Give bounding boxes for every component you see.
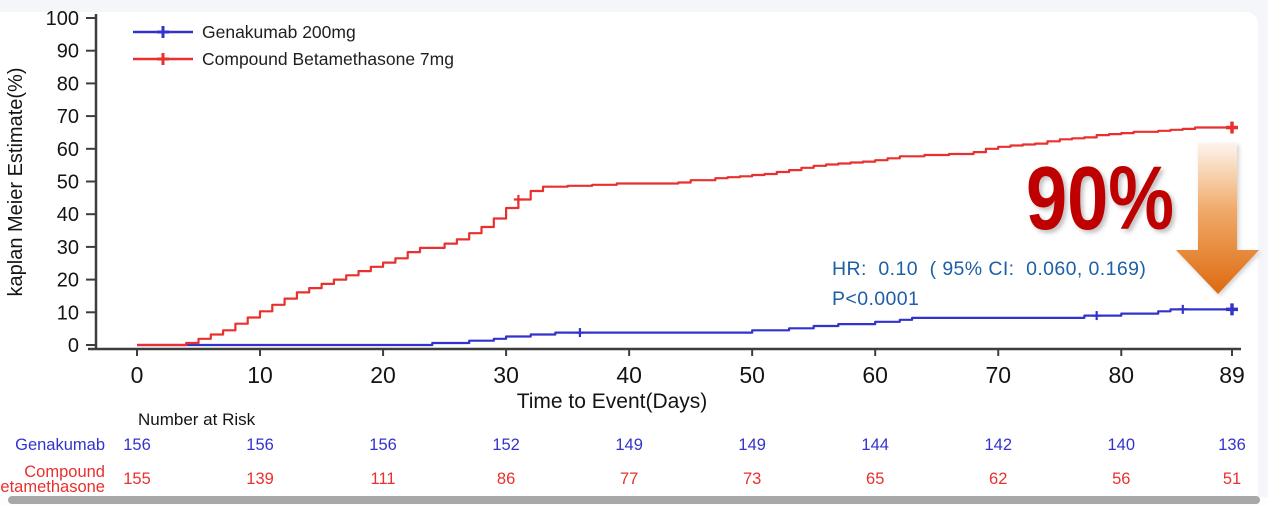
y-axis-tick-label: 0 xyxy=(68,335,79,357)
y-axis-tick-label: 20 xyxy=(57,270,79,292)
y-axis-tick-label: 30 xyxy=(57,237,79,259)
plus-line-marker-icon xyxy=(133,26,193,38)
plus-line-marker-icon xyxy=(133,53,193,65)
risk-row-label-compound-line1: Compound xyxy=(24,463,105,481)
risk-value: 152 xyxy=(492,436,520,454)
y-axis-tick-label: 90 xyxy=(57,41,79,63)
risk-value: 86 xyxy=(497,470,515,488)
x-axis-tick-label: 0 xyxy=(131,362,144,388)
risk-value: 111 xyxy=(371,470,396,488)
risk-row-label-genakumab: Genakumab xyxy=(15,436,105,454)
y-axis-tick-label: 70 xyxy=(57,106,79,128)
risk-value: 156 xyxy=(246,436,274,454)
x-axis-tick-label: 89 xyxy=(1219,362,1245,388)
number-at-risk-title: Number at Risk xyxy=(138,410,256,429)
legend-label: Compound Betamethasone 7mg xyxy=(202,49,454,69)
y-axis-ticks: 0 10 20 30 40 50 60 70 80 90 100 xyxy=(46,8,96,357)
risk-value: 56 xyxy=(1112,470,1130,488)
x-axis-tick-label: 60 xyxy=(862,362,888,388)
risk-value: 139 xyxy=(246,470,274,488)
legend-label: Genakumab 200mg xyxy=(202,22,356,42)
x-axis-ticks: 0 10 20 30 40 50 60 70 80 89 xyxy=(131,349,1245,388)
risk-value: 73 xyxy=(743,470,761,488)
risk-value: 156 xyxy=(123,436,151,454)
risk-value: 65 xyxy=(866,470,884,488)
down-arrow-icon xyxy=(1176,143,1259,294)
reduction-annotation: 90% xyxy=(1026,143,1259,294)
risk-value: 77 xyxy=(620,470,638,488)
reduction-percent-label: 90% xyxy=(1026,149,1174,249)
risk-value-cells: 156 156 156 152 149 149 144 142 140 136 155 139 111 8… xyxy=(123,436,1246,488)
axes: 0 10 20 30 40 50 60 70 80 90 100 0 10 20 30 40 50 60 70 80… xyxy=(46,8,1245,388)
risk-value: 51 xyxy=(1223,470,1241,488)
survival-curves xyxy=(137,121,1238,347)
risk-value: 62 xyxy=(989,470,1007,488)
number-at-risk-table: Number at Risk Genakumab Compound Betame… xyxy=(0,410,1246,496)
hazard-ratio-annotation: HR: 0.10 ( 95% CI: 0.060, 0.169) xyxy=(832,258,1146,280)
y-axis-tick-label: 10 xyxy=(57,302,79,324)
legend-item-genakumab: Genakumab 200mg xyxy=(133,22,356,42)
chart-card xyxy=(0,12,1258,497)
x-axis-tick-label: 30 xyxy=(493,362,519,388)
p-value-annotation: P<0.0001 xyxy=(832,288,919,310)
horizontal-scrollbar[interactable] xyxy=(8,496,1260,504)
km-curve-1 xyxy=(137,126,1232,347)
y-axis-tick-label: 100 xyxy=(46,8,79,30)
risk-value: 140 xyxy=(1108,436,1136,454)
risk-value: 136 xyxy=(1218,436,1246,454)
legend: Genakumab 200mg Compound Betamethasone 7… xyxy=(133,22,454,69)
y-axis-tick-label: 60 xyxy=(57,139,79,161)
risk-value: 155 xyxy=(123,470,151,488)
x-axis-tick-label: 10 xyxy=(247,362,273,388)
risk-value: 144 xyxy=(861,436,889,454)
risk-value: 149 xyxy=(738,436,766,454)
y-axis-tick-label: 80 xyxy=(57,73,79,95)
risk-row-label-compound-line2: Betamethasone xyxy=(0,478,105,496)
risk-value: 142 xyxy=(984,436,1012,454)
km-curve-0 xyxy=(137,308,1232,347)
x-axis-title: Time to Event(Days) xyxy=(517,390,708,413)
y-axis-tick-label: 50 xyxy=(57,172,79,194)
x-axis-tick-label: 40 xyxy=(616,362,642,388)
legend-item-betamethasone: Compound Betamethasone 7mg xyxy=(133,49,454,69)
y-axis-tick-label: 40 xyxy=(57,204,79,226)
x-axis-tick-label: 50 xyxy=(739,362,765,388)
risk-value: 149 xyxy=(615,436,643,454)
x-axis-tick-label: 20 xyxy=(370,362,396,388)
x-axis-tick-label: 80 xyxy=(1108,362,1134,388)
y-axis-title: kaplan Meier Estimate(%) xyxy=(5,68,27,297)
x-axis-tick-label: 70 xyxy=(985,362,1011,388)
risk-value: 156 xyxy=(369,436,397,454)
